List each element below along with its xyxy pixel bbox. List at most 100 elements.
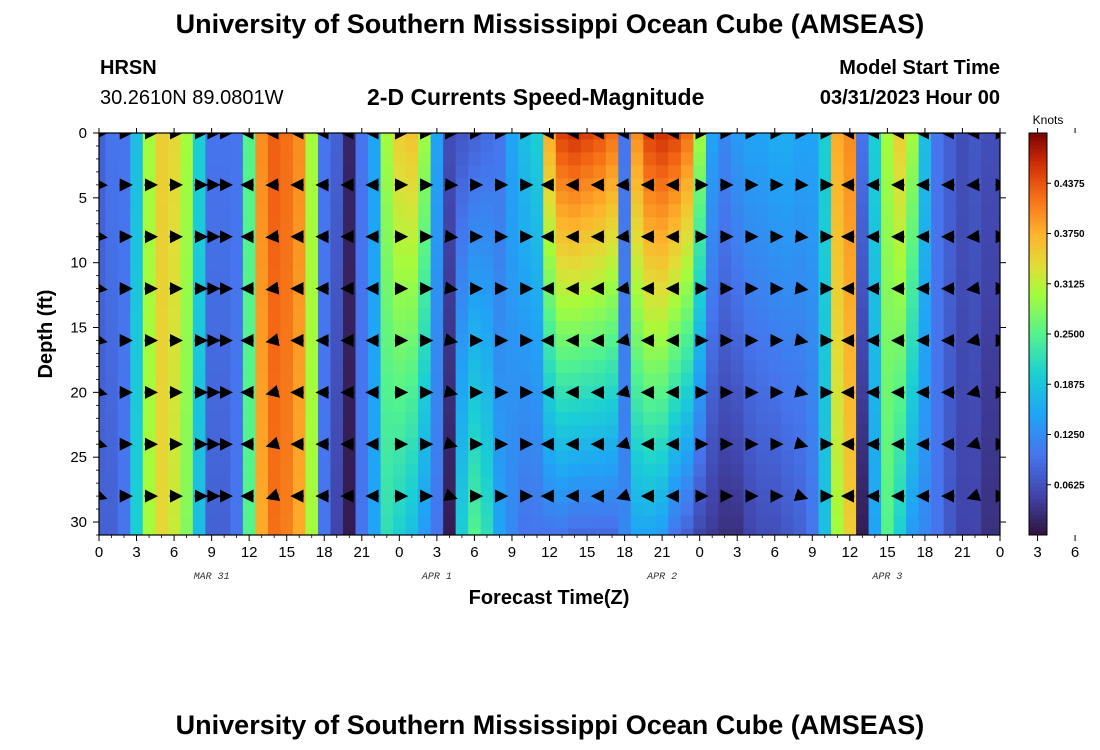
heatmap-cell (981, 476, 995, 491)
heatmap-cell (230, 139, 244, 154)
colorbar-segment (1029, 329, 1047, 335)
heatmap-cell (518, 398, 532, 413)
heatmap-cell (418, 308, 432, 322)
heatmap-cell (330, 489, 344, 504)
heatmap-cell (580, 411, 594, 426)
heatmap-cell (655, 191, 669, 205)
heatmap-cell (755, 463, 770, 478)
heatmap-cell (680, 217, 695, 231)
heatmap-cell (818, 463, 832, 478)
heatmap-cell (393, 372, 407, 387)
heatmap-cell (468, 139, 482, 154)
heatmap-cell (781, 502, 795, 517)
heatmap-cell (956, 165, 970, 179)
heatmap-cell (393, 359, 407, 374)
heatmap-cell (117, 217, 131, 231)
heatmap-cell (480, 256, 494, 270)
heatmap-cell (630, 424, 644, 439)
heatmap-cell (918, 463, 932, 478)
heatmap-cell (806, 230, 820, 244)
heatmap-cell (217, 372, 231, 387)
x-tick-label: 21 (654, 544, 671, 561)
heatmap-cell (781, 139, 795, 154)
colorbar-segment (1029, 157, 1047, 162)
heatmap-cell (755, 295, 770, 309)
heatmap-cell (868, 411, 882, 426)
heatmap-cell (543, 321, 557, 335)
heatmap-cell (643, 515, 657, 530)
heatmap-cell (142, 450, 156, 465)
heatmap-cell (480, 308, 494, 322)
heatmap-cell (305, 269, 319, 283)
heatmap-cell (693, 256, 707, 270)
heatmap-cell (843, 165, 857, 179)
heatmap-cell (430, 528, 444, 535)
day-label: APR 1 (421, 572, 452, 583)
heatmap-cell (693, 515, 707, 530)
station-name: HRSN (100, 57, 157, 79)
heatmap-cell (105, 191, 119, 205)
heatmap-cell (768, 359, 782, 374)
colorbar-segment (1029, 285, 1047, 291)
heatmap-cell (480, 204, 494, 218)
heatmap-cell (618, 321, 632, 335)
heatmap-cell (217, 256, 231, 270)
heatmap-cell (505, 346, 519, 361)
heatmap-cell (217, 359, 231, 374)
heatmap-cell (580, 385, 594, 400)
heatmap-cell (981, 424, 995, 439)
heatmap-cell (255, 463, 269, 478)
heatmap-cell (568, 502, 582, 517)
heatmap-cell (943, 321, 957, 335)
heatmap-cell (605, 178, 619, 192)
heatmap-cell (105, 398, 119, 413)
heatmap-cell (155, 450, 169, 465)
heatmap-cell (255, 398, 269, 413)
heatmap-cell (543, 308, 557, 322)
heatmap-cell (280, 424, 294, 439)
heatmap-cell (192, 359, 206, 374)
heatmap-cell (468, 295, 482, 309)
heatmap-cell (242, 502, 257, 517)
heatmap-cell (455, 139, 469, 154)
heatmap-cell (305, 515, 319, 530)
heatmap-cell (705, 437, 720, 452)
colorbar-segment (1029, 325, 1047, 331)
heatmap-cell (906, 204, 920, 218)
heatmap-cell (430, 463, 444, 478)
heatmap-cell (856, 502, 870, 517)
heatmap-cell (280, 359, 294, 374)
heatmap-cell (230, 269, 244, 283)
heatmap-cell (430, 308, 444, 322)
heatmap-cell (205, 359, 219, 374)
current-vector (966, 384, 981, 398)
colorbar-tick-label: 0.3125 (1054, 279, 1085, 290)
heatmap-cell (443, 217, 457, 231)
colorbar-label: Knots (1033, 113, 1064, 127)
heatmap-cell (755, 489, 770, 504)
heatmap-cell (993, 269, 1000, 283)
heatmap-cell (918, 165, 932, 179)
heatmap-cell (493, 139, 507, 154)
heatmap-cell (730, 437, 745, 452)
heatmap-cell (968, 528, 982, 535)
heatmap-cell (906, 165, 920, 179)
heatmap-cell (368, 321, 382, 335)
heatmap-cell (768, 152, 782, 167)
heatmap-cell (968, 191, 982, 205)
heatmap-cell (480, 502, 494, 517)
heatmap-cell (705, 204, 720, 218)
heatmap-cell (630, 217, 644, 231)
heatmap-cell (418, 269, 432, 283)
heatmap-cell (305, 346, 319, 361)
heatmap-cell (818, 295, 832, 309)
heatmap-cell (655, 437, 669, 452)
colorbar-segment (1029, 486, 1047, 492)
heatmap-cell (956, 282, 970, 296)
heatmap-cell (117, 295, 131, 309)
heatmap-cell (643, 256, 657, 270)
heatmap-cell (868, 308, 882, 322)
heatmap-cell (343, 463, 357, 478)
heatmap-cell (943, 295, 957, 309)
heatmap-cell (868, 463, 882, 478)
